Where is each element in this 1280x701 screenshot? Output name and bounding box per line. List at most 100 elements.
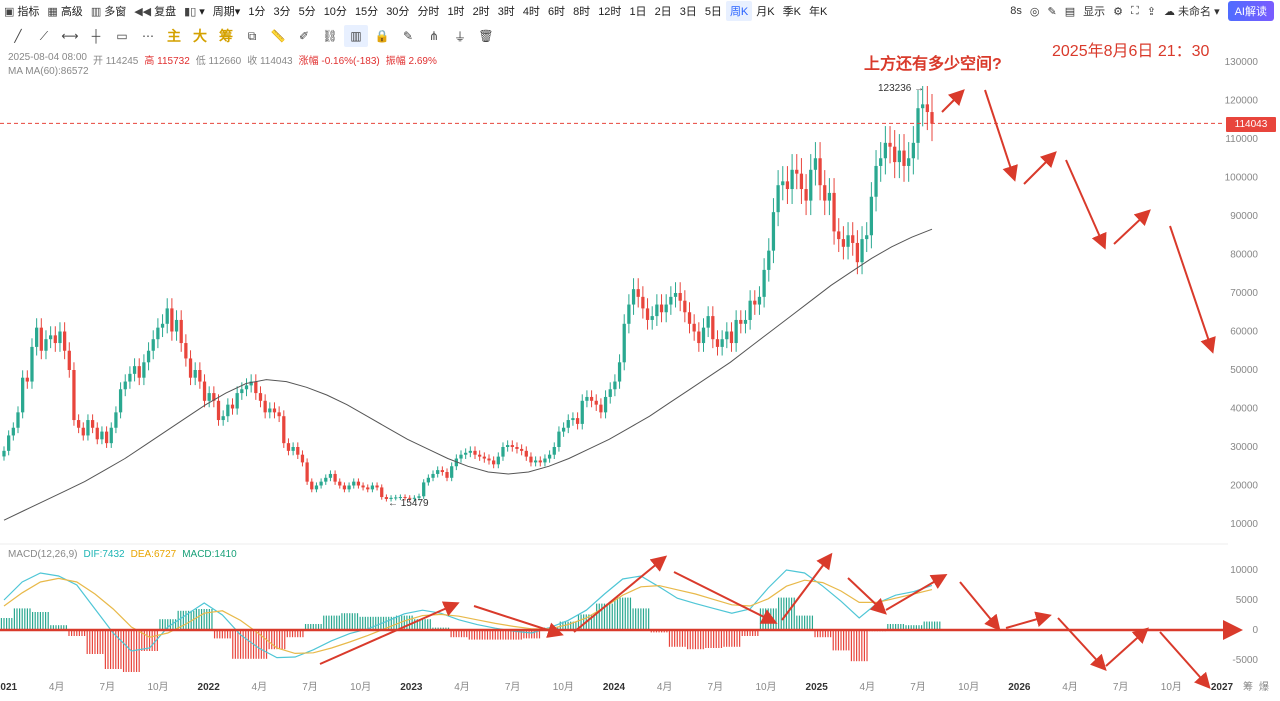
camera-icon[interactable]: ◎	[1029, 5, 1040, 18]
ruler-icon[interactable]: 📏	[270, 29, 286, 43]
chip-tool[interactable]: 筹	[219, 28, 233, 44]
period-14[interactable]: 2时	[469, 1, 494, 21]
period-23[interactable]: 5日	[701, 1, 726, 21]
candle-body	[198, 370, 202, 382]
period-6[interactable]: 1分	[244, 1, 269, 21]
macd-label[interactable]: MACD(12,26,9)	[8, 549, 78, 560]
filter-icon[interactable]: ⏚	[453, 29, 466, 44]
lock-icon[interactable]: 🔒	[374, 29, 390, 43]
period-18[interactable]: 8时	[569, 1, 594, 21]
time-tick: 2023	[400, 682, 423, 693]
trash-icon[interactable]: 🗑	[478, 29, 494, 43]
note-icon[interactable]: ✎	[402, 29, 414, 43]
horizontal-segment-icon[interactable]: ⟷	[61, 29, 79, 43]
toolbar-label: 1时	[447, 6, 465, 18]
fullscreen-icon[interactable]: ⛶	[1131, 4, 1139, 17]
candle-body	[53, 335, 57, 344]
period-8[interactable]: 5分	[295, 1, 320, 21]
pencil-icon[interactable]: ✎	[1047, 5, 1057, 18]
period-7[interactable]: 3分	[269, 1, 294, 21]
candle-body	[846, 235, 850, 247]
candle-body	[804, 189, 808, 201]
period-26[interactable]: 季K	[779, 1, 805, 21]
replay-button[interactable]: ◀◀ 复盘	[130, 1, 180, 21]
toolbar-label: 复盘	[154, 6, 177, 18]
period-13[interactable]: 1时	[443, 1, 468, 21]
candle-body	[216, 400, 221, 421]
refresh-interval[interactable]: 8s	[1010, 5, 1022, 17]
ma-label[interactable]: MA	[8, 66, 23, 77]
candle-body	[813, 158, 818, 170]
period-19[interactable]: 12时	[594, 1, 625, 21]
period-24[interactable]: 周K	[725, 1, 753, 21]
time-tick: 4月	[1062, 681, 1078, 693]
candle-body	[925, 104, 929, 113]
link-icon[interactable]: ⛓	[322, 29, 338, 43]
grid-icon[interactable]: ▤	[1064, 5, 1076, 18]
period-9[interactable]: 10分	[320, 1, 351, 21]
candle-body	[874, 165, 878, 197]
big-order-tool[interactable]: 大	[193, 28, 207, 44]
period-25[interactable]: 月K	[752, 1, 778, 21]
trend-line-icon[interactable]: ╱	[14, 29, 22, 43]
period-16[interactable]: 4时	[519, 1, 544, 21]
more-icon[interactable]: ⋯	[142, 29, 154, 43]
change-value: 涨幅 -0.16%(-183)	[298, 56, 380, 67]
candle-body	[911, 142, 915, 159]
trend-arrow	[781, 552, 833, 621]
display-button[interactable]: 显示	[1083, 6, 1106, 18]
candle-body	[7, 435, 11, 451]
vertical-line-icon[interactable]: ┼	[91, 29, 101, 43]
period-27[interactable]: 年K	[805, 1, 831, 21]
period-20[interactable]: 1日	[625, 1, 650, 21]
draw-toolbar: ╱ ⟋ ⟷ ┼ ▭ ⋯ 主 大 筹 ⧉ 📏 ✐ ⛓ ▥ 🔒 ✎ ⋔ ⏚ 🗑	[0, 24, 498, 48]
brush-icon[interactable]: ✐	[298, 29, 310, 43]
candle-body	[188, 358, 193, 378]
candle-body	[781, 181, 785, 186]
candle-body	[790, 169, 794, 190]
candle-body	[305, 462, 309, 482]
magnet-icon[interactable]: ⋔	[428, 29, 440, 43]
candle-body	[566, 420, 570, 428]
candle-body	[118, 389, 123, 413]
chart-type-button[interactable]: ▮▯ ▾	[180, 1, 209, 21]
period-11[interactable]: 30分	[382, 1, 413, 21]
candle-body	[795, 169, 799, 174]
cloud-save-button[interactable]: ☁ 未命名 ▾	[1163, 6, 1220, 18]
rectangle-icon[interactable]: ▭	[116, 29, 128, 43]
candle-body	[468, 450, 472, 453]
ray-icon[interactable]: ⟋	[39, 28, 49, 43]
time-tick: 10月	[1161, 681, 1182, 693]
trend-arrow	[1057, 617, 1107, 671]
indicator-button[interactable]: ▣ 指标	[0, 1, 43, 21]
copy-icon[interactable]: ⧉	[247, 28, 257, 43]
advanced-button[interactable]: ▦ 高级	[43, 1, 86, 21]
multiwindow-button[interactable]: ▥ 多窗	[87, 1, 130, 21]
candle-body	[450, 466, 454, 478]
period-12[interactable]: 分时	[413, 1, 443, 21]
period-22[interactable]: 3日	[676, 1, 701, 21]
candle-icon[interactable]: ▥	[344, 25, 368, 47]
main-force-tool[interactable]: 主	[167, 28, 181, 44]
candle-body	[156, 327, 160, 340]
settings-icon[interactable]: ⚙	[1113, 5, 1124, 18]
period-21[interactable]: 2日	[651, 1, 676, 21]
share-icon[interactable]: ⇪	[1146, 5, 1156, 18]
candle-body	[459, 454, 463, 459]
ai-interpret-button[interactable]: AI解读	[1227, 1, 1274, 21]
advanced-icon: ▦	[47, 5, 58, 18]
candle-body	[515, 447, 519, 449]
period-dropdown[interactable]: 周期▾	[209, 1, 245, 21]
candle-body	[258, 393, 263, 401]
candle-body	[725, 331, 729, 340]
candle-body	[123, 381, 127, 390]
period-15[interactable]: 3时	[494, 1, 519, 21]
period-17[interactable]: 6时	[544, 1, 569, 21]
toolbar-label: 5分	[298, 6, 316, 18]
bar-date: 2025-08-04 08:00	[8, 52, 87, 63]
candle-body	[361, 485, 365, 488]
candle-body	[398, 497, 403, 499]
period-10[interactable]: 15分	[351, 1, 382, 21]
candle-body	[739, 319, 743, 324]
